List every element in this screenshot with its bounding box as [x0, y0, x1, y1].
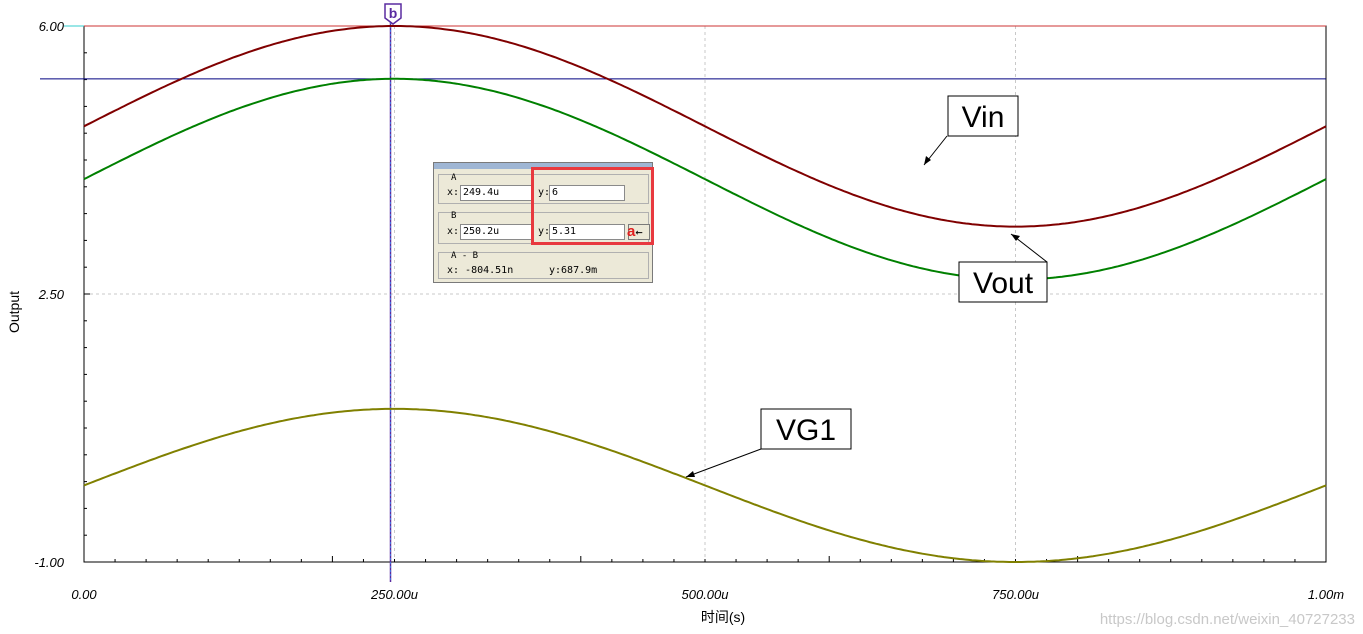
cursor-a-y-label: y:: [538, 187, 551, 198]
cursor-a-group: A x: 249.4u y: 6: [438, 173, 649, 204]
x-tick-label: 750.00u: [992, 587, 1039, 602]
y-values-highlight: [531, 167, 654, 245]
y-axis-label: Output: [6, 291, 22, 333]
cursor-a-x-label: x:: [447, 187, 460, 198]
callout-vin-label: Vin: [962, 101, 1005, 134]
panel-titlebar[interactable]: [434, 163, 652, 169]
cursor-b-x-label: x:: [447, 226, 460, 237]
x-axis-label: 时间(s): [701, 609, 745, 625]
callout-vg1-label: VG1: [776, 414, 836, 447]
series-vin: [83, 25, 1327, 228]
x-tick-label: 500.00u: [682, 587, 729, 602]
cursor-b-y-label: y:: [538, 226, 551, 237]
watermark: https://blog.csdn.net/weixin_40727233: [1099, 611, 1355, 628]
callout-vg1: VG1: [685, 408, 852, 478]
cursor-marker-label: b: [389, 5, 398, 21]
x-tick-label: 250.00u: [370, 587, 418, 602]
cursor-marker[interactable]: b: [384, 3, 402, 25]
annotation-a: a: [627, 223, 636, 240]
y-tick-label: 2.50: [38, 287, 65, 302]
tick-labels: 0.00 250.00u 500.00u 750.00u 1.00m 6.00 2.50 -1…: [34, 19, 1344, 602]
cursor-lines[interactable]: [40, 22, 1326, 582]
cursor-b-y-field[interactable]: 5.31: [549, 224, 625, 240]
cursor-diff-title: A - B: [451, 251, 479, 261]
cursor-swap-button[interactable]: ←: [628, 224, 650, 240]
cursor-diff-group: A - B x: -804.51n y:687.9m: [438, 251, 649, 279]
x-tick-label: 0.00: [71, 587, 97, 602]
cursor-a-title: A: [451, 173, 457, 183]
series-vout: [83, 77, 1327, 281]
cursor-b-group: B x: 250.2u y: 5.31 ←: [438, 211, 650, 244]
series-vg1: [83, 407, 1327, 563]
cursor-diff-x: x: -804.51n: [447, 265, 514, 276]
cursor-a-x-field[interactable]: 249.4u: [460, 185, 532, 201]
cursor-b-title: B: [451, 211, 457, 221]
series-lines: [83, 25, 1327, 563]
y-tick-label: 6.00: [39, 19, 65, 34]
cursor-b-x-field[interactable]: 250.2u: [460, 224, 532, 240]
cursor-diff-y: y:687.9m: [549, 265, 598, 276]
callout-vin: Vin: [923, 95, 1019, 166]
cursor-readout-panel: A x: 249.4u y: 6 B x: 250.2u y: 5.31 ← A…: [433, 162, 653, 283]
grid-lines: [83, 25, 1327, 563]
cursor-a-y-field[interactable]: 6: [549, 185, 625, 201]
y-tick-label: -1.00: [34, 555, 64, 570]
x-tick-label: 1.00m: [1308, 587, 1344, 602]
callout-vout: Vout: [958, 233, 1048, 303]
callout-vout-label: Vout: [973, 267, 1034, 300]
